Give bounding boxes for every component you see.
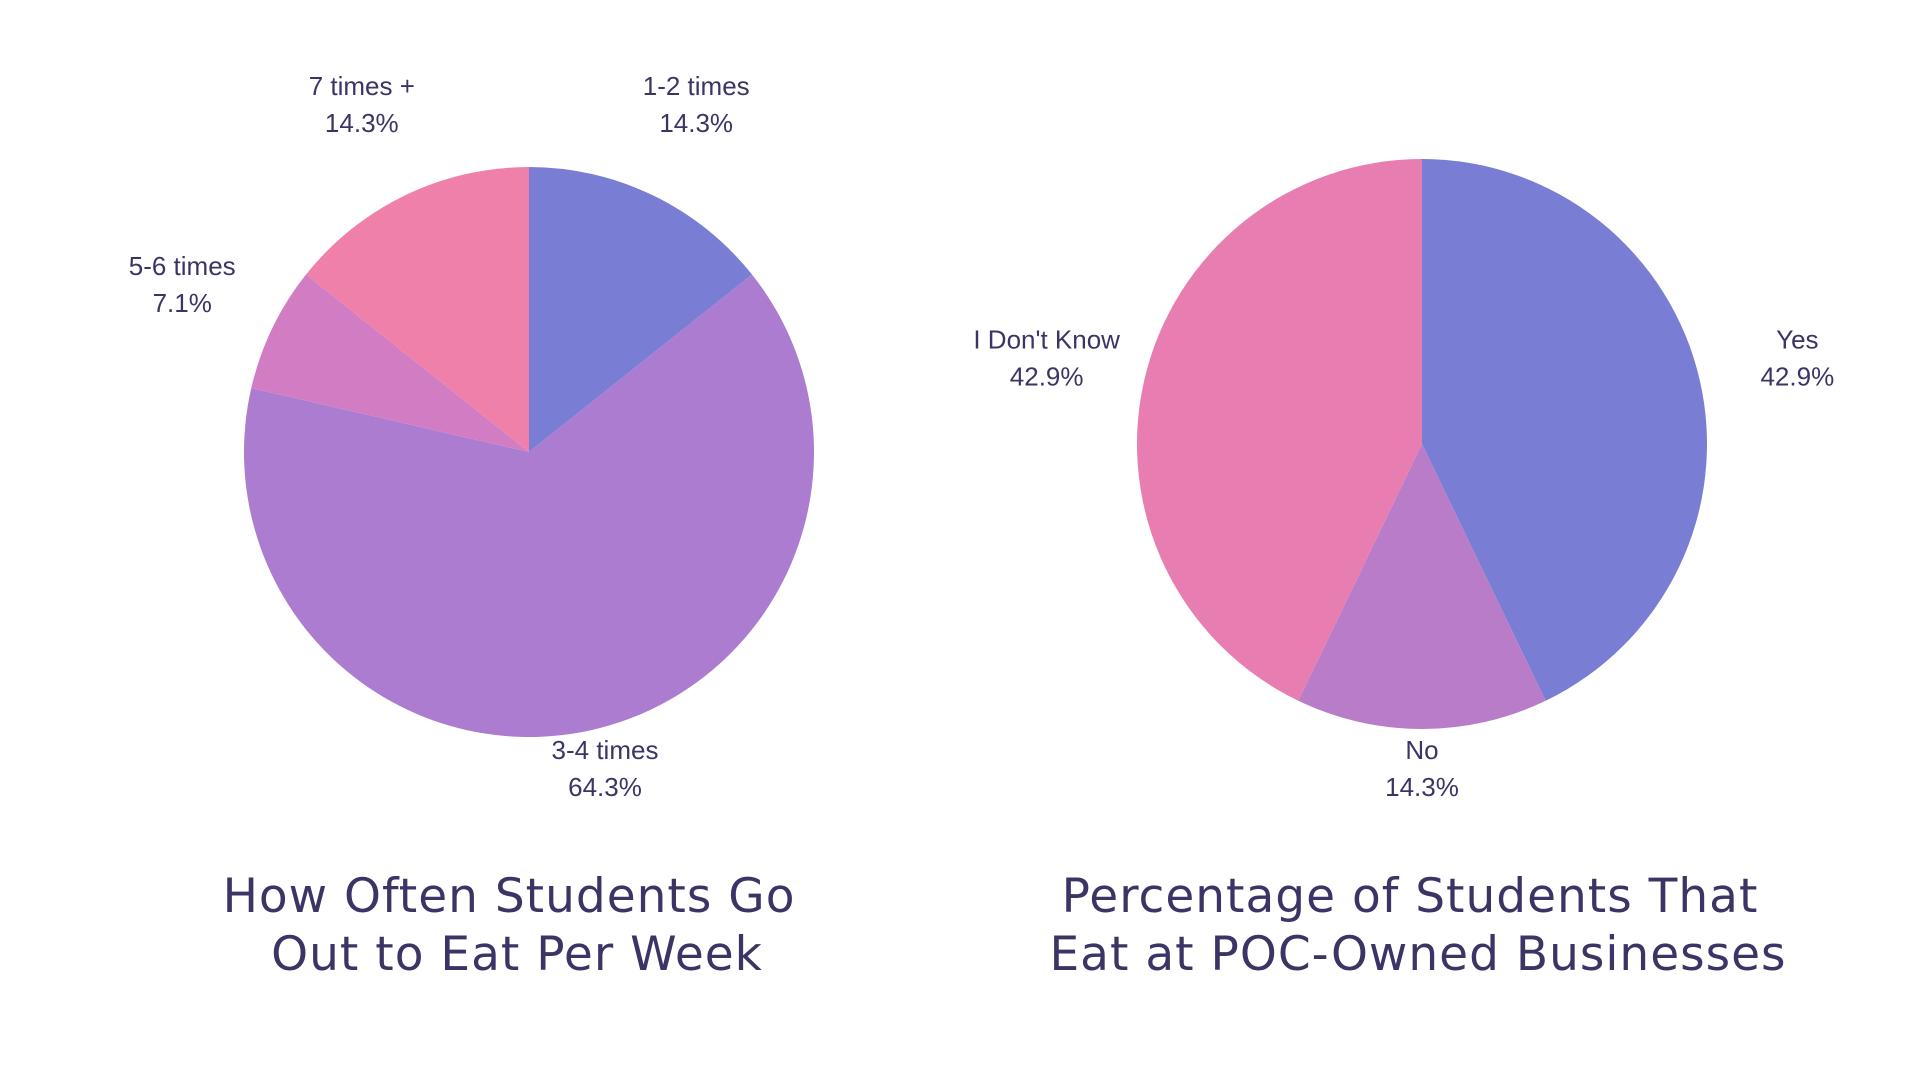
pie-slice-no <box>1298 444 1546 730</box>
slice-label-name: Yes <box>1776 324 1818 354</box>
slice-label-value: 64.3% <box>568 772 642 802</box>
pie-slice-5-6-times <box>251 274 530 452</box>
pie-slice-3-4-times <box>243 274 815 738</box>
slice-label-value: 42.9% <box>1760 361 1834 391</box>
slice-label-value: 14.3% <box>659 108 733 138</box>
slice-label-value: 14.3% <box>1385 772 1459 802</box>
chart-title-poc-owned-businesses: Percentage of Students That Eat at POC-O… <box>1049 869 1786 982</box>
slice-label-value: 42.9% <box>1010 361 1084 391</box>
slice-label-value: 14.3% <box>325 108 399 138</box>
slice-label-name: I Don't Know <box>973 324 1120 354</box>
chart-title-line: Eat at POC-Owned Businesses <box>1049 927 1786 982</box>
slice-label: 3-4 times 64.3% <box>552 735 659 802</box>
pie-chart-poc-owned-businesses: Yes 42.9% No 14.3% I Don't Know 42.9% <box>973 158 1834 802</box>
pie-slice-1-2-times <box>529 167 752 452</box>
pie-chart-outings-per-week: 1-2 times 14.3% 3-4 times 64.3% 5-6 times 7.1… <box>129 71 815 802</box>
slice-label: I Don't Know 42.9% <box>973 324 1120 391</box>
chart-title-line: Percentage of Students That <box>1062 869 1759 924</box>
slice-label: 5-6 times 7.1% <box>129 251 236 318</box>
pie-slice-i-don-t-know <box>1137 158 1422 701</box>
chart-title-outings-per-week: How Often Students Go Out to Eat Per Wee… <box>223 869 812 982</box>
pie-slice-yes <box>1422 159 1708 701</box>
slice-label: 7 times + 14.3% <box>309 71 415 138</box>
slice-label-value: 7.1% <box>153 288 212 318</box>
slice-label-name: 7 times + <box>309 71 415 101</box>
slice-label: No 14.3% <box>1385 735 1459 802</box>
slice-label-name: 1-2 times <box>643 71 750 101</box>
chart-title-line: How Often Students Go <box>223 869 796 924</box>
slice-label: 1-2 times 14.3% <box>643 71 750 138</box>
slice-label-name: 3-4 times <box>552 735 659 765</box>
chart-title-line: Out to Eat Per Week <box>271 927 763 982</box>
slice-label: Yes 42.9% <box>1760 324 1834 391</box>
slice-label-name: 5-6 times <box>129 251 236 281</box>
slice-label-name: No <box>1405 735 1438 765</box>
pie-slice-7-times <box>306 167 529 452</box>
